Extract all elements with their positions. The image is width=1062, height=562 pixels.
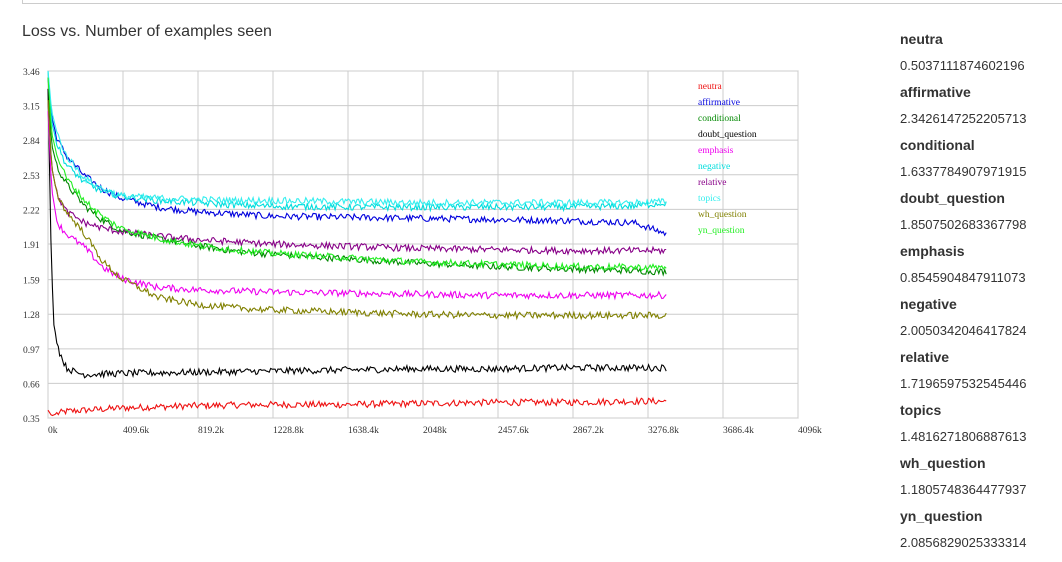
series-line-wh-question <box>47 99 667 321</box>
metric-name: doubt_question <box>900 190 1005 206</box>
x-tick-label: 3686.4k <box>723 426 754 436</box>
metric-name: conditional <box>900 137 975 153</box>
metric-name: relative <box>900 349 950 365</box>
metric-name: negative <box>900 296 957 312</box>
y-tick-label: 1.91 <box>23 241 40 251</box>
legend: neutra affirmative conditional doubt_questi… <box>698 82 757 236</box>
metric-value: 1.6337784907971915 <box>900 164 1027 179</box>
y-tick-label: 3.15 <box>23 103 40 113</box>
series-lines <box>47 70 667 417</box>
series-line-yn-question <box>47 77 667 272</box>
metrics-panel: neutra 0.5037111874602196 affirmative 2.342… <box>900 30 1060 560</box>
series-line-affirmative <box>47 77 667 237</box>
legend-entry-topics: topics <box>698 194 721 204</box>
legend-entry-emphasis: emphasis <box>698 146 734 156</box>
legend-entry-wh-question: wh_question <box>698 210 747 220</box>
metric-value: 2.0050342046417824 <box>900 323 1027 338</box>
grid <box>47 70 799 419</box>
legend-entry-yn-question: yn_question <box>698 226 745 236</box>
series-line-topics <box>47 70 667 208</box>
metric-name: neutra <box>900 31 943 47</box>
metric-value: 1.4816271806887613 <box>900 429 1027 444</box>
legend-entry-neutra: neutra <box>698 82 723 92</box>
metric-value: 2.3426147252205713 <box>900 111 1027 126</box>
metric-value: 0.8545904847911073 <box>900 270 1026 285</box>
metric-name: topics <box>900 402 942 418</box>
y-tick-label: 0.97 <box>23 346 40 356</box>
axis-labels: 0k 409.6k 819.2k 1228.8k 1638.4k 2048k 2457.6k… <box>23 68 822 436</box>
x-tick-label: 1228.8k <box>273 426 304 436</box>
x-tick-label: 0k <box>48 426 58 436</box>
metric-value: 1.8507502683367798 <box>900 217 1027 232</box>
legend-entry-negative: negative <box>698 162 730 172</box>
top-border <box>22 0 1062 4</box>
y-tick-label: 2.53 <box>23 172 40 182</box>
y-tick-label: 1.28 <box>23 311 40 321</box>
metric-value: 1.1805748364477937 <box>900 482 1027 497</box>
legend-entry-affirmative: affirmative <box>698 97 740 108</box>
legend-entry-doubt-question: doubt_question <box>698 130 757 140</box>
x-tick-label: 1638.4k <box>348 426 379 436</box>
x-tick-label: 2457.6k <box>498 426 529 436</box>
x-tick-label: 2048k <box>423 426 447 436</box>
metric-name: affirmative <box>900 84 971 100</box>
series-line-negative <box>47 70 667 213</box>
y-tick-label: 3.46 <box>23 68 40 78</box>
y-tick-label: 1.59 <box>23 277 40 287</box>
series-line-relative <box>47 99 667 256</box>
series-line-emphasis <box>47 111 667 301</box>
y-tick-label: 0.35 <box>23 415 40 425</box>
series-line-neutra <box>47 396 667 417</box>
legend-entry-relative: relative <box>698 178 726 188</box>
chart-title: Loss vs. Number of examples seen <box>22 23 272 40</box>
x-tick-label: 409.6k <box>123 426 149 436</box>
metric-name: yn_question <box>900 508 983 524</box>
metric-value: 2.0856829025333314 <box>900 535 1027 550</box>
x-tick-label: 4096k <box>798 426 822 436</box>
x-tick-label: 2867.2k <box>573 426 604 436</box>
y-tick-label: 2.22 <box>23 206 40 216</box>
y-tick-label: 2.84 <box>23 137 40 147</box>
x-tick-label: 3276.8k <box>648 426 679 436</box>
y-tick-label: 0.66 <box>23 380 40 390</box>
metric-value: 1.7196597532545446 <box>900 376 1027 391</box>
metric-value: 0.5037111874602196 <box>900 58 1025 73</box>
metric-name: wh_question <box>900 455 986 471</box>
metric-name: emphasis <box>900 243 965 259</box>
loss-chart: 0k 409.6k 819.2k 1228.8k 1638.4k 2048k 2457.6k… <box>23 68 822 436</box>
legend-entry-conditional: conditional <box>698 114 741 124</box>
x-tick-label: 819.2k <box>198 426 224 436</box>
series-line-doubt-question <box>47 88 667 379</box>
